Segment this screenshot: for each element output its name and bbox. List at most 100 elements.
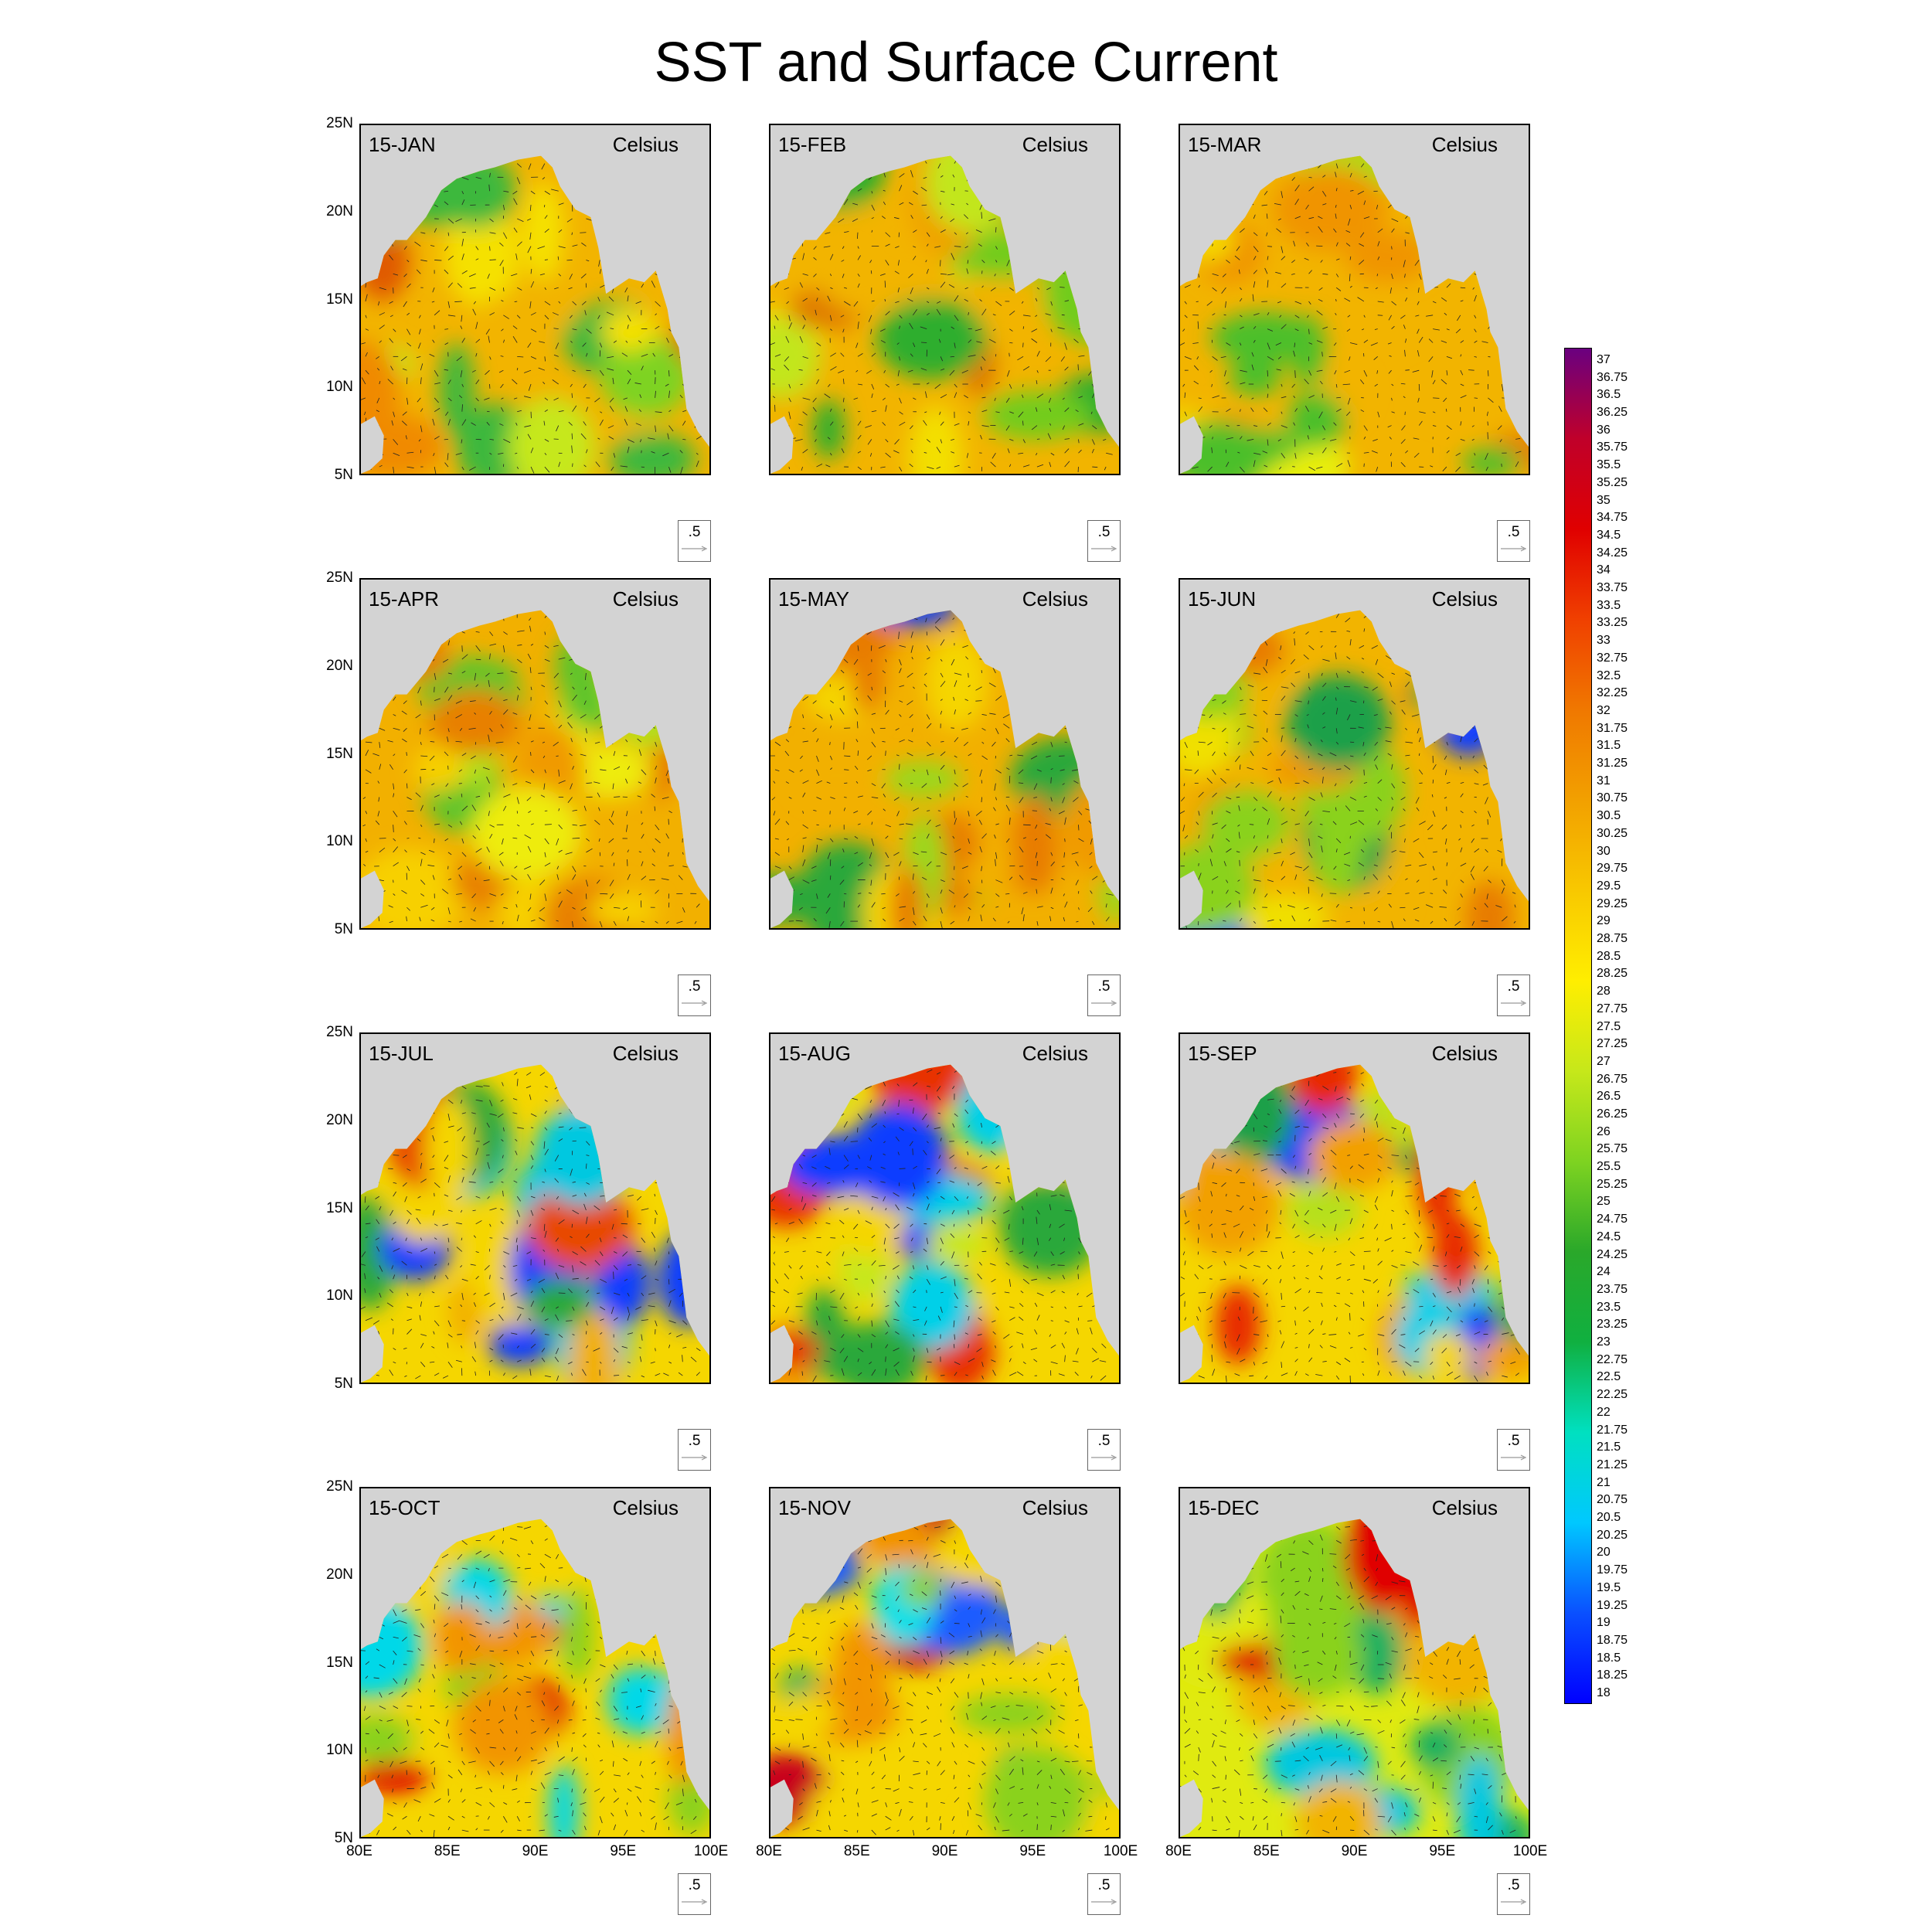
colorbar-tick-label: 23.5 [1597, 1300, 1621, 1314]
reference-vector-box: .5 [678, 975, 711, 1016]
colorbar-tick-label: 22.75 [1597, 1352, 1628, 1366]
colorbar-tick-label: 30.25 [1597, 826, 1628, 840]
colorbar-tick-label: 30 [1597, 844, 1611, 858]
colorbar-tick-label: 27.5 [1597, 1019, 1621, 1033]
colorbar-tick-label: 31 [1597, 774, 1611, 787]
map-panel: 15-MAY Celsius [769, 578, 1121, 930]
reference-vector-label: .5 [688, 1433, 701, 1449]
colorbar-tick-label: 29 [1597, 914, 1611, 928]
lon-tick-label: 100E [693, 1843, 729, 1859]
colorbar-tick-label: 18.5 [1597, 1651, 1621, 1665]
reference-vector-box: .5 [678, 520, 711, 562]
lat-tick-label: 5N [334, 467, 353, 483]
sst-map [1180, 1519, 1529, 1837]
reference-vector-label: .5 [688, 1877, 701, 1893]
panel-unit-label: Celsius [1022, 1496, 1088, 1519]
lat-tick-label: 15N [326, 291, 353, 308]
colorbar-tick-label: 28.25 [1597, 967, 1628, 981]
colorbar-tick-label: 24.5 [1597, 1230, 1621, 1243]
colorbar-tick-label: 26.5 [1597, 1090, 1621, 1104]
lat-tick-label: 10N [326, 379, 353, 396]
reference-vector-box: .5 [1497, 520, 1530, 562]
colorbar-tick-label: 32 [1597, 703, 1611, 717]
colorbar-tick-label: 28.5 [1597, 949, 1621, 963]
colorbar-tick-label: 19.5 [1597, 1580, 1621, 1594]
arrow-icon [682, 546, 708, 552]
panel-date-label: 15-FEB [778, 133, 847, 156]
lat-tick-label: 15N [326, 1199, 353, 1216]
reference-vector-label: .5 [1507, 524, 1520, 540]
current-vectors [361, 159, 703, 474]
colorbar-tick-label: 35.25 [1597, 475, 1628, 489]
colorbar-tick-label: 19.25 [1597, 1598, 1628, 1612]
colorbar-tick-label: 28.75 [1597, 932, 1628, 945]
lon-tick-label: 80E [1165, 1843, 1192, 1859]
panel-unit-label: Celsius [1431, 587, 1498, 611]
arrow-icon [1091, 1899, 1117, 1905]
lat-tick-label: 10N [326, 833, 353, 850]
colorbar-tick-label: 30.5 [1597, 809, 1621, 823]
colorbar-tick-label: 20.75 [1597, 1493, 1628, 1507]
map-panel: 15-JUN Celsius [1179, 578, 1530, 930]
sst-map [770, 155, 1119, 474]
reference-vector-label: .5 [1097, 1877, 1111, 1893]
panel-unit-label: Celsius [1022, 1042, 1088, 1065]
arrow-icon [1501, 1000, 1527, 1006]
sst-map [361, 610, 709, 928]
reference-vector-box: .5 [1497, 1873, 1530, 1915]
colorbar-labels: 37 36.75 36.5 36.25 36 35.75 35.5 35.25 35 34.75 3… [1597, 348, 1689, 1704]
colorbar-tick-label: 20.5 [1597, 1511, 1621, 1525]
reference-vector-box: .5 [678, 1873, 711, 1915]
lat-tick-label: 25N [326, 1478, 353, 1495]
colorbar-tick-label: 31.75 [1597, 721, 1628, 735]
colorbar-tick-label: 29.5 [1597, 879, 1621, 893]
arrow-icon [1091, 1454, 1117, 1461]
colorbar-tick-label: 22.25 [1597, 1388, 1628, 1402]
land-mask [1180, 416, 1203, 474]
colorbar-tick-label: 27 [1597, 1054, 1611, 1068]
colorbar-tick-label: 23.25 [1597, 1318, 1628, 1332]
sst-map [361, 1064, 709, 1383]
colorbar-tick-label: 36.75 [1597, 370, 1628, 384]
colorbar-tick-label: 22 [1597, 1405, 1611, 1419]
colorbar-tick-label: 34.75 [1597, 511, 1628, 525]
arrow-icon [682, 1899, 708, 1905]
colorbar-tick-label: 25.75 [1597, 1142, 1628, 1156]
reference-vector-label: .5 [688, 978, 701, 995]
lon-tick-label: 80E [756, 1843, 782, 1859]
lon-tick-label: 90E [1341, 1843, 1368, 1859]
arrow-icon [1091, 1000, 1117, 1006]
map-panel: 15-MAR Celsius [1179, 124, 1530, 475]
panel-unit-label: Celsius [612, 587, 679, 611]
reference-vector-label: .5 [1097, 1433, 1111, 1449]
land-mask [770, 870, 794, 928]
reference-vector-box: .5 [1087, 975, 1121, 1016]
colorbar-tick-label: 22.5 [1597, 1370, 1621, 1384]
colorbar [1564, 348, 1592, 1704]
colorbar-tick-label: 26.75 [1597, 1072, 1628, 1086]
land-mask [770, 1779, 794, 1837]
lat-tick-label: 20N [326, 657, 353, 674]
colorbar-tick-label: 34.25 [1597, 546, 1628, 560]
map-panel: 15-APR Celsius [359, 578, 711, 930]
map-panel: 15-JAN Celsius [359, 124, 711, 475]
colorbar-tick-label: 20.25 [1597, 1528, 1628, 1542]
colorbar-tick-label: 24 [1597, 1265, 1611, 1279]
arrow-icon [1501, 1454, 1527, 1461]
panel-unit-label: Celsius [1431, 1042, 1498, 1065]
map-panel: 15-FEB Celsius [769, 124, 1121, 475]
colorbar-tick-label: 33.5 [1597, 598, 1621, 612]
panel-date-label: 15-NOV [778, 1496, 851, 1519]
lat-tick-label: 15N [326, 1654, 353, 1671]
colorbar-tick-label: 27.25 [1597, 1037, 1628, 1051]
colorbar-tick-label: 32.25 [1597, 686, 1628, 700]
land-mask [770, 1325, 794, 1383]
colorbar-tick-label: 32.75 [1597, 651, 1628, 665]
reference-vector-label: .5 [1507, 978, 1520, 995]
lat-tick-label: 25N [326, 1024, 353, 1040]
panel-date-label: 15-JUL [369, 1042, 434, 1065]
sst-map [770, 1064, 1119, 1383]
lat-tick-label: 15N [326, 745, 353, 762]
colorbar-tick-label: 33.75 [1597, 581, 1628, 595]
lon-tick-label: 80E [346, 1843, 372, 1859]
